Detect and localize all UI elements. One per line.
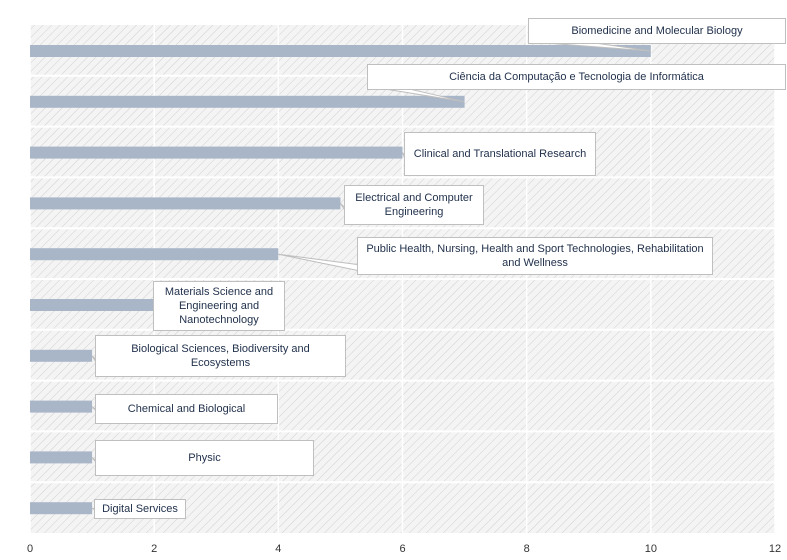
bar	[30, 299, 155, 311]
x-tick-label: 0	[27, 543, 33, 555]
data-label: Biomedicine and Molecular Biology	[528, 18, 786, 44]
bar	[30, 349, 93, 362]
x-tick-label: 6	[399, 543, 405, 555]
data-label: Chemical and Biological	[95, 394, 278, 424]
bar	[30, 502, 93, 515]
bar	[30, 248, 279, 261]
data-label: Clinical and Translational Research	[404, 132, 596, 176]
x-tick-label: 4	[275, 543, 281, 555]
bar	[30, 451, 93, 464]
data-label: Ciência da Computação e Tecnologia de In…	[367, 64, 786, 90]
data-label: Electrical and Computer Engineering	[344, 185, 484, 225]
bar	[30, 45, 651, 57]
data-label: Digital Services	[94, 499, 186, 519]
data-label: Public Health, Nursing, Health and Sport…	[357, 237, 713, 275]
bar	[30, 197, 341, 210]
x-tick-label: 10	[645, 543, 657, 555]
bar	[30, 95, 465, 108]
data-label: Biological Sciences, Biodiversity and Ec…	[95, 335, 346, 377]
bar	[30, 146, 403, 159]
bar	[30, 400, 93, 413]
x-tick-label: 2	[151, 543, 157, 555]
data-label: Physic	[95, 440, 314, 476]
x-tick-label: 12	[769, 543, 781, 555]
data-label: Materials Science and Engineering and Na…	[153, 281, 285, 331]
x-tick-label: 8	[524, 543, 530, 555]
